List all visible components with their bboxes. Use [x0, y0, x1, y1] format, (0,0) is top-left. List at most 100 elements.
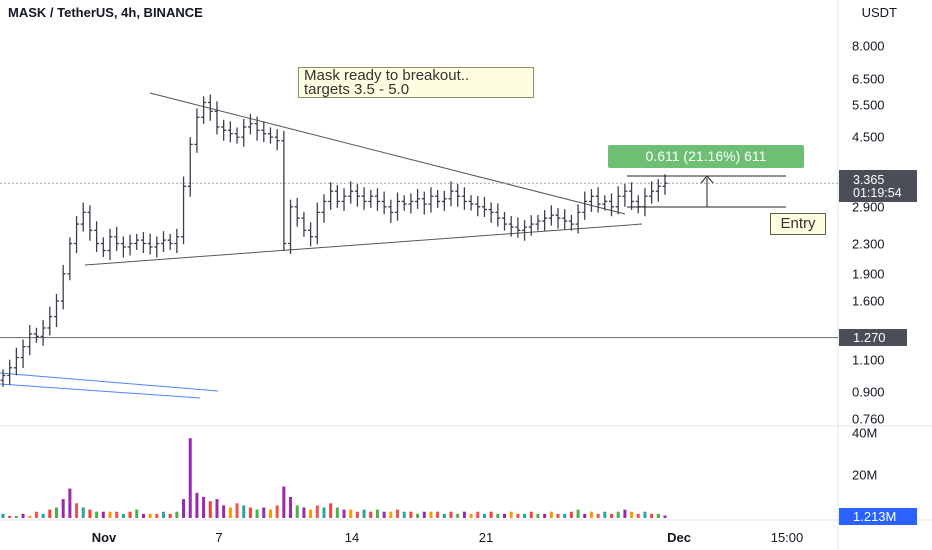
- volume-bar: [650, 513, 654, 518]
- price-tick-label: 1.600: [852, 293, 885, 309]
- volume-bar: [442, 513, 446, 518]
- volume-bar: [616, 511, 620, 518]
- ohlc-bar: [615, 186, 621, 215]
- ohlc-bar: [27, 325, 33, 356]
- volume-bar: [583, 513, 587, 518]
- analysis-note[interactable]: Mask ready to breakout.. targets 3.5 - 5…: [298, 67, 534, 98]
- ohlc-bar: [234, 127, 240, 144]
- volume-bar: [449, 511, 453, 518]
- volume-bar: [436, 511, 440, 518]
- volume-bar: [569, 511, 573, 518]
- ohlc-bar: [167, 233, 173, 250]
- volume-bar: [342, 509, 346, 518]
- ohlc-bar: [221, 119, 227, 141]
- volume-bar: [482, 513, 486, 518]
- ohlc-bar: [348, 181, 354, 204]
- volume-bar: [529, 511, 533, 518]
- time-tick-label: Nov: [91, 530, 117, 545]
- volume-bar: [228, 507, 232, 518]
- ohlc-bar: [281, 130, 287, 251]
- ohlc-bar: [267, 127, 273, 144]
- ohlc-bar: [582, 191, 588, 220]
- volume-bar: [242, 505, 246, 518]
- volume-bar: [175, 511, 179, 518]
- ohlc-bar: [80, 202, 86, 232]
- volume-bar: [268, 509, 272, 518]
- ohlc-bar: [595, 187, 601, 213]
- ohlc-bar: [568, 214, 574, 231]
- volume-bar: [248, 507, 252, 518]
- old-channel-line-upper: [0, 372, 219, 392]
- ohlc-bar: [502, 211, 508, 231]
- ohlc-bar: [33, 327, 39, 343]
- volume-bars: [1, 438, 667, 518]
- ohlc-bar: [154, 236, 160, 258]
- price-range-label[interactable]: 0.611 (21.16%) 611: [608, 145, 804, 168]
- price-bars: [0, 94, 668, 387]
- ohlc-bar: [662, 174, 668, 195]
- volume-bar: [75, 503, 79, 518]
- ohlc-bar: [261, 121, 267, 143]
- volume-bar: [496, 513, 500, 518]
- volume-bar: [161, 511, 165, 518]
- ohlc-bar: [374, 188, 380, 211]
- price-tick-label: 0.760: [852, 411, 885, 427]
- ohlc-bar: [468, 195, 474, 211]
- overlays: [627, 175, 786, 208]
- ohlc-bar: [575, 204, 581, 234]
- ohlc-bar: [555, 208, 561, 229]
- analysis-note-line2: targets 3.5 - 5.0: [304, 81, 410, 98]
- ohlc-bar: [408, 193, 414, 214]
- volume-bar: [335, 507, 339, 518]
- volume-value-tag: 1.213M: [839, 508, 917, 525]
- volume-bar: [275, 505, 279, 518]
- ohlc-bar: [642, 188, 648, 217]
- chart-title: MASK / TetherUS, 4h, BINANCE: [8, 5, 203, 20]
- ohlc-bar: [127, 234, 133, 256]
- volume-bar: [416, 513, 420, 518]
- ohlc-bar: [401, 195, 407, 211]
- ohlc-bar: [535, 214, 541, 231]
- volume-bar: [409, 511, 413, 518]
- volume-bar: [21, 513, 25, 518]
- volume-tick-label: 40M: [852, 425, 878, 441]
- volume-bar: [28, 515, 32, 518]
- ohlc-bar: [448, 181, 454, 207]
- ohlc-bar: [381, 191, 387, 215]
- volume-bar: [135, 509, 139, 518]
- volume-tick-label: 20M: [852, 467, 878, 483]
- ohlc-bar: [53, 293, 59, 328]
- volume-bar: [549, 511, 553, 518]
- ohlc-bar: [7, 359, 13, 385]
- ohlc-bar: [649, 181, 655, 204]
- volume-bar: [202, 497, 206, 518]
- volume-bar: [462, 511, 466, 518]
- volume-bar: [523, 513, 527, 518]
- ohlc-bar: [174, 228, 180, 253]
- ohlc-bar: [542, 210, 548, 231]
- volume-bar: [349, 509, 353, 518]
- volume-bar: [195, 492, 199, 518]
- ohlc-bar: [481, 196, 487, 218]
- ohlc-bar: [361, 187, 367, 210]
- volume-bar: [543, 513, 547, 518]
- volume-bar: [14, 515, 18, 518]
- ohlc-bar: [60, 264, 66, 310]
- price-tick-label: 0.900: [852, 384, 885, 400]
- ohlc-bar: [515, 217, 521, 238]
- ohlc-bar: [388, 199, 394, 223]
- volume-bar: [95, 511, 99, 518]
- ohlc-bar: [67, 237, 73, 281]
- volume-bar: [141, 513, 145, 518]
- volume-bar: [222, 505, 226, 518]
- analysis-note-line1: Mask ready to breakout..: [304, 67, 470, 84]
- volume-bar: [54, 507, 58, 518]
- resistance-trendline: [149, 92, 626, 215]
- ohlc-bar: [314, 202, 320, 245]
- ohlc-bar: [214, 101, 220, 135]
- volume-bar: [456, 513, 460, 518]
- entry-label[interactable]: Entry: [770, 213, 826, 235]
- ohlc-bar: [368, 190, 374, 208]
- ohlc-bar: [100, 237, 106, 258]
